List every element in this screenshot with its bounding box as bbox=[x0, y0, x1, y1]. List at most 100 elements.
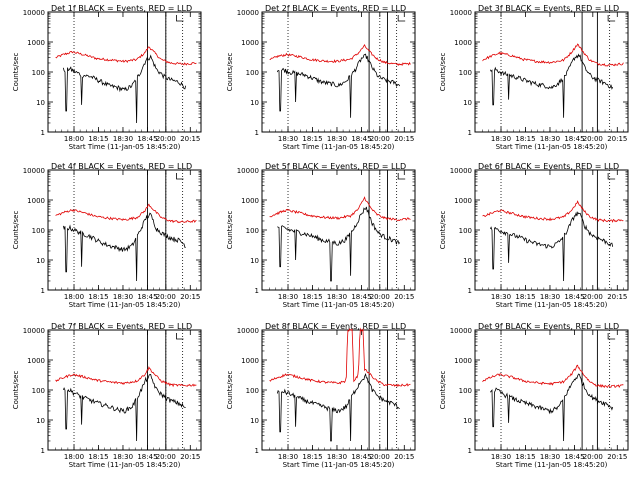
events-series-black bbox=[62, 54, 187, 124]
y-axis-label: Counts/sec bbox=[439, 53, 447, 92]
panel-det-5f: Det 5f BLACK = Events, RED = LLD 1 10 100 10… bbox=[226, 162, 416, 309]
panel-det-3f: Det 3f BLACK = Events, RED = LLD 1 10 100 10… bbox=[439, 4, 629, 151]
y-tick-label: 10000 bbox=[23, 167, 45, 175]
lld-series-red bbox=[55, 46, 197, 66]
y-tick-label: 10000 bbox=[450, 167, 472, 175]
y-tick-label: 10000 bbox=[237, 327, 259, 335]
events-series-black bbox=[62, 373, 186, 442]
x-tick-label: 18:30 bbox=[491, 135, 511, 143]
x-tick-label: 18:45 bbox=[137, 453, 157, 461]
x-tick-label: 18:30 bbox=[540, 453, 560, 461]
x-tick-label: 20:15 bbox=[394, 135, 414, 143]
l-marker bbox=[176, 333, 184, 340]
x-tick-label: 18:15 bbox=[515, 135, 535, 143]
panel-title: Det 2f BLACK = Events, RED = LLD bbox=[265, 4, 406, 13]
x-tick-label: 18:15 bbox=[88, 293, 108, 301]
x-tick-label: 18:15 bbox=[302, 293, 322, 301]
y-tick-label: 10000 bbox=[23, 9, 45, 17]
x-tick-label: 20:15 bbox=[180, 135, 200, 143]
plot-frame bbox=[261, 169, 416, 291]
x-tick-label: 18:30 bbox=[278, 453, 298, 461]
x-tick-label: 20:00 bbox=[370, 293, 390, 301]
y-tick-label: 10000 bbox=[23, 327, 45, 335]
events-series-black bbox=[489, 211, 614, 282]
y-tick-label: 10 bbox=[463, 417, 472, 425]
panel-det-4f: Det 4f BLACK = Events, RED = LLD 1 10 100 10… bbox=[12, 162, 202, 309]
y-tick-label: 100 bbox=[459, 69, 472, 77]
x-tick-label: 18:30 bbox=[327, 135, 347, 143]
y-tick-label: 10 bbox=[463, 257, 472, 265]
events-series-black bbox=[62, 212, 186, 282]
x-tick-label: 20:00 bbox=[156, 135, 176, 143]
lld-series-red bbox=[269, 327, 411, 388]
x-tick-label: 18:30 bbox=[113, 453, 133, 461]
y-tick-label: 100 bbox=[32, 69, 45, 77]
panel-det-2f: Det 2f BLACK = Events, RED = LLD 1 10 100 10… bbox=[226, 4, 416, 151]
x-tick-label: 18:00 bbox=[64, 135, 84, 143]
y-tick-label: 1 bbox=[255, 447, 259, 455]
x-tick-label: 18:30 bbox=[327, 293, 347, 301]
panel-det-9f: Det 9f BLACK = Events, RED = LLD 1 10 100 10… bbox=[439, 322, 629, 469]
x-axis-label: Start Time (11-Jan-05 18:45:20) bbox=[496, 143, 608, 151]
y-tick-label: 10000 bbox=[450, 9, 472, 17]
y-tick-label: 10 bbox=[36, 99, 45, 107]
y-tick-label: 1000 bbox=[241, 197, 259, 205]
events-series-black bbox=[276, 372, 400, 442]
lld-series-red bbox=[482, 364, 624, 389]
x-tick-label: 18:45 bbox=[137, 293, 157, 301]
y-tick-label: 100 bbox=[32, 387, 45, 395]
panel-det-6f: Det 6f BLACK = Events, RED = LLD 1 10 100 10… bbox=[439, 162, 629, 309]
x-tick-label: 20:00 bbox=[583, 293, 603, 301]
y-tick-label: 10 bbox=[36, 257, 45, 265]
x-tick-label: 18:30 bbox=[540, 135, 560, 143]
x-tick-label: 20:15 bbox=[394, 293, 414, 301]
y-tick-label: 1000 bbox=[454, 357, 472, 365]
y-tick-label: 10 bbox=[250, 257, 259, 265]
x-axis-label: Start Time (11-Jan-05 18:45:20) bbox=[283, 461, 395, 469]
x-tick-label: 20:00 bbox=[583, 135, 603, 143]
x-tick-label: 18:30 bbox=[540, 293, 560, 301]
y-tick-label: 10000 bbox=[237, 167, 259, 175]
y-axis-label: Counts/sec bbox=[12, 211, 20, 250]
x-tick-label: 18:30 bbox=[113, 135, 133, 143]
x-axis-label: Start Time (11-Jan-05 18:45:20) bbox=[69, 461, 181, 469]
y-tick-label: 1000 bbox=[241, 357, 259, 365]
x-tick-label: 20:15 bbox=[607, 453, 627, 461]
x-tick-label: 20:15 bbox=[607, 135, 627, 143]
y-tick-label: 1000 bbox=[454, 39, 472, 47]
x-tick-label: 18:30 bbox=[113, 293, 133, 301]
lld-series-red bbox=[269, 43, 411, 66]
lld-series-red bbox=[269, 196, 411, 222]
x-tick-label: 18:30 bbox=[278, 135, 298, 143]
y-tick-label: 1 bbox=[255, 287, 259, 295]
events-series-black bbox=[276, 53, 401, 118]
x-tick-label: 20:00 bbox=[156, 453, 176, 461]
lld-series-red bbox=[55, 203, 197, 224]
lld-series-red bbox=[482, 200, 624, 223]
x-axis-label: Start Time (11-Jan-05 18:45:20) bbox=[283, 143, 395, 151]
y-tick-label: 1 bbox=[468, 129, 472, 137]
x-tick-label: 18:15 bbox=[515, 293, 535, 301]
x-tick-label: 20:00 bbox=[370, 135, 390, 143]
y-axis-label: Counts/sec bbox=[12, 53, 20, 92]
l-marker bbox=[176, 173, 184, 180]
x-tick-label: 20:00 bbox=[156, 293, 176, 301]
x-tick-label: 20:15 bbox=[607, 293, 627, 301]
x-tick-label: 18:30 bbox=[491, 453, 511, 461]
y-tick-label: 1000 bbox=[241, 39, 259, 47]
events-series-black bbox=[489, 373, 614, 442]
y-tick-label: 100 bbox=[246, 387, 259, 395]
x-axis-label: Start Time (11-Jan-05 18:45:20) bbox=[283, 301, 395, 309]
panel-title: Det 5f BLACK = Events, RED = LLD bbox=[265, 162, 406, 171]
y-tick-label: 100 bbox=[246, 227, 259, 235]
x-axis-label: Start Time (11-Jan-05 18:45:20) bbox=[496, 301, 608, 309]
y-tick-label: 10 bbox=[250, 99, 259, 107]
panel-det-1f: Det 1f BLACK = Events, RED = LLD 1 10 100 10… bbox=[12, 4, 202, 151]
lld-series-red bbox=[482, 43, 624, 67]
x-tick-label: 18:15 bbox=[302, 453, 322, 461]
panel-title: Det 7f BLACK = Events, RED = LLD bbox=[51, 322, 192, 331]
y-tick-label: 100 bbox=[459, 227, 472, 235]
x-tick-label: 18:15 bbox=[88, 453, 108, 461]
y-tick-label: 1 bbox=[41, 287, 45, 295]
